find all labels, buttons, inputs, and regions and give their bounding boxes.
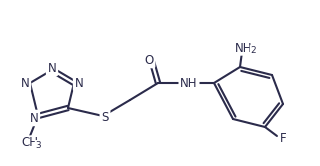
Text: CH: CH [21, 136, 38, 150]
Text: F: F [280, 131, 286, 144]
Text: NH: NH [180, 77, 198, 89]
Text: N: N [48, 61, 56, 75]
Text: N: N [20, 77, 29, 89]
Text: N: N [75, 77, 84, 89]
Text: S: S [101, 111, 109, 124]
Text: 2: 2 [250, 45, 256, 54]
Text: 3: 3 [35, 140, 41, 150]
Text: N: N [30, 112, 38, 124]
Text: NH: NH [235, 42, 253, 54]
Text: O: O [144, 53, 154, 67]
